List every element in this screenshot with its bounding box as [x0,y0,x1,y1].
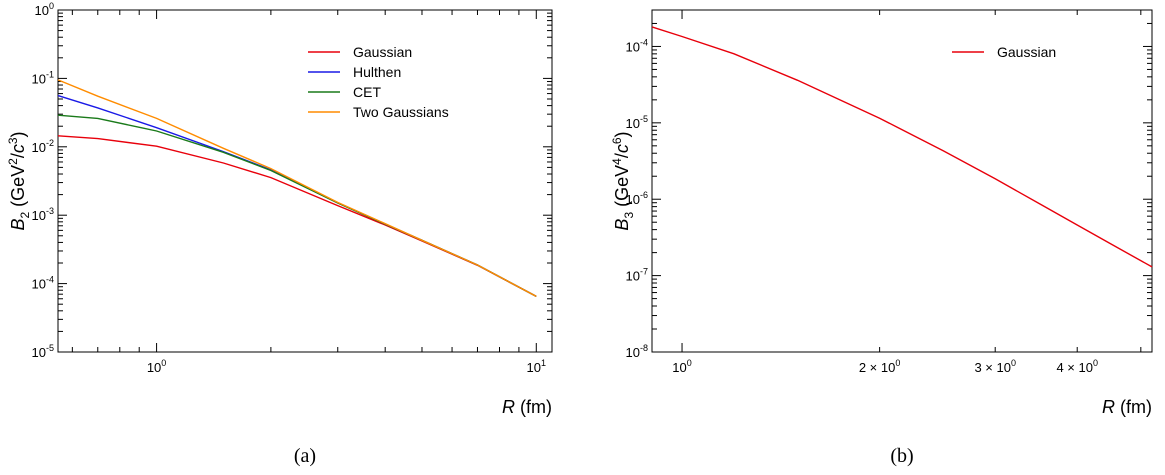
x-tick-label-exponent: 1 [541,358,546,368]
y-tick-label-exponent: -6 [640,190,648,200]
y-axis-title-subscript: 2 [18,212,32,219]
x-axis-title-unit: (fm) [1115,397,1152,417]
series-line-two-gaussians [57,79,537,298]
y-axis-title-slash: / [8,153,28,158]
y-tick-label-base: 10 [35,3,49,18]
y-tick-label: 10-4 [626,37,648,54]
x-tick-label: 100 [672,358,691,375]
y-axis-title-symbol: B [612,219,632,231]
y-tick-label-exponent: -2 [46,138,54,148]
y-tick-label-base: 10 [626,192,640,207]
panel-b: 100 2 × 100 3 × 100 4 × 10010-810-710-610-5… [610,9,1153,467]
y-tick-label: 10-7 [626,267,648,284]
y-tick-label-exponent: -4 [640,37,648,47]
plot-frame [651,9,1153,353]
y-tick-label-exponent: -5 [46,343,54,353]
x-tick-label-exponent: 0 [161,358,166,368]
y-tick-label-exponent: -8 [640,343,648,353]
y-tick-label: 10-1 [32,69,54,86]
y-axis-title-superscript: 6 [610,137,624,144]
x-tick-label-base: 10 [147,360,161,375]
x-tick-label: 2 × 100 [859,358,901,375]
x-tick-label-exponent: 0 [1011,358,1016,368]
y-axis-title: B3 (GeV4/c6) [610,131,636,230]
plot-frame [57,9,553,353]
y-tick-label-base: 10 [32,71,46,86]
legend-label: Gaussian [997,44,1056,60]
y-axis-title-c: c [612,144,632,153]
x-axis-title: R (fm) [1102,397,1152,417]
y-axis-title-unit: (GeV [8,165,28,212]
legend-label: Hulthen [353,64,401,80]
y-tick-label-exponent: -3 [46,206,54,216]
y-tick-label-base: 10 [32,140,46,155]
y-axis-title-c: c [8,144,28,153]
y-tick-label-base: 10 [626,39,640,54]
x-tick-label-base: 10 [527,360,541,375]
x-tick-label-base: 2 × 10 [859,360,896,375]
x-axis-title: R (fm) [502,397,552,417]
y-tick-label-exponent: -4 [46,275,54,285]
x-axis-title-symbol: R [502,397,515,417]
y-axis-title-superscript: 4 [610,158,624,165]
y-tick-label: 10-4 [32,275,54,292]
y-tick-label-base: 10 [626,269,640,284]
y-tick-label-exponent: 0 [49,1,54,11]
y-tick-label: 100 [35,1,54,18]
y-tick-label-exponent: -1 [46,69,54,79]
x-tick-label-base: 10 [672,360,686,375]
y-tick-label-exponent: -7 [640,267,648,277]
x-tick-label: 100 [147,358,166,375]
y-tick-label: 10-5 [626,114,648,131]
y-axis-title: B2 (GeV2/c3) [6,131,32,230]
y-tick-label-base: 10 [32,208,46,223]
x-tick-label-base: 3 × 10 [974,360,1011,375]
panel-caption: (a) [294,445,316,467]
legend-label: CET [353,84,381,100]
x-tick-label: 3 × 100 [974,358,1016,375]
y-tick-label-base: 10 [626,116,640,131]
x-tick-label: 101 [527,358,546,375]
y-tick-label: 10-5 [32,343,54,360]
x-tick-label-exponent: 0 [895,358,900,368]
y-axis-title-slash: / [612,153,632,158]
panel-a: 100 10110-510-410-310-210-1100GaussianHul… [6,1,553,467]
y-axis-title-unit: (GeV [612,165,632,212]
y-tick-label-exponent: -5 [640,114,648,124]
y-tick-label-base: 10 [32,277,46,292]
series-line-gaussian [651,26,1153,268]
y-axis-title-close: ) [612,131,632,137]
y-tick-label-base: 10 [626,345,640,360]
y-axis-title-superscript: 3 [6,137,20,144]
y-tick-label-base: 10 [32,345,46,360]
legend-label: Two Gaussians [353,104,449,120]
y-axis-title-close: ) [8,131,28,137]
legend-label: Gaussian [353,44,412,60]
panel-caption: (b) [890,445,913,467]
x-tick-label-exponent: 0 [687,358,692,368]
x-tick-label-base: 4 × 10 [1056,360,1093,375]
x-axis-title-symbol: R [1102,397,1115,417]
x-tick-label-exponent: 0 [1093,358,1098,368]
y-axis-title-subscript: 3 [622,212,636,219]
y-tick-label: 10-8 [626,343,648,360]
y-tick-label: 10-3 [32,206,54,223]
x-tick-label: 4 × 100 [1056,358,1098,375]
y-axis-title-superscript: 2 [6,158,20,165]
y-tick-label: 10-6 [626,190,648,207]
x-axis-title-unit: (fm) [515,397,552,417]
series-line-gaussian [57,135,537,298]
y-axis-title-symbol: B [8,219,28,231]
y-tick-label: 10-2 [32,138,54,155]
